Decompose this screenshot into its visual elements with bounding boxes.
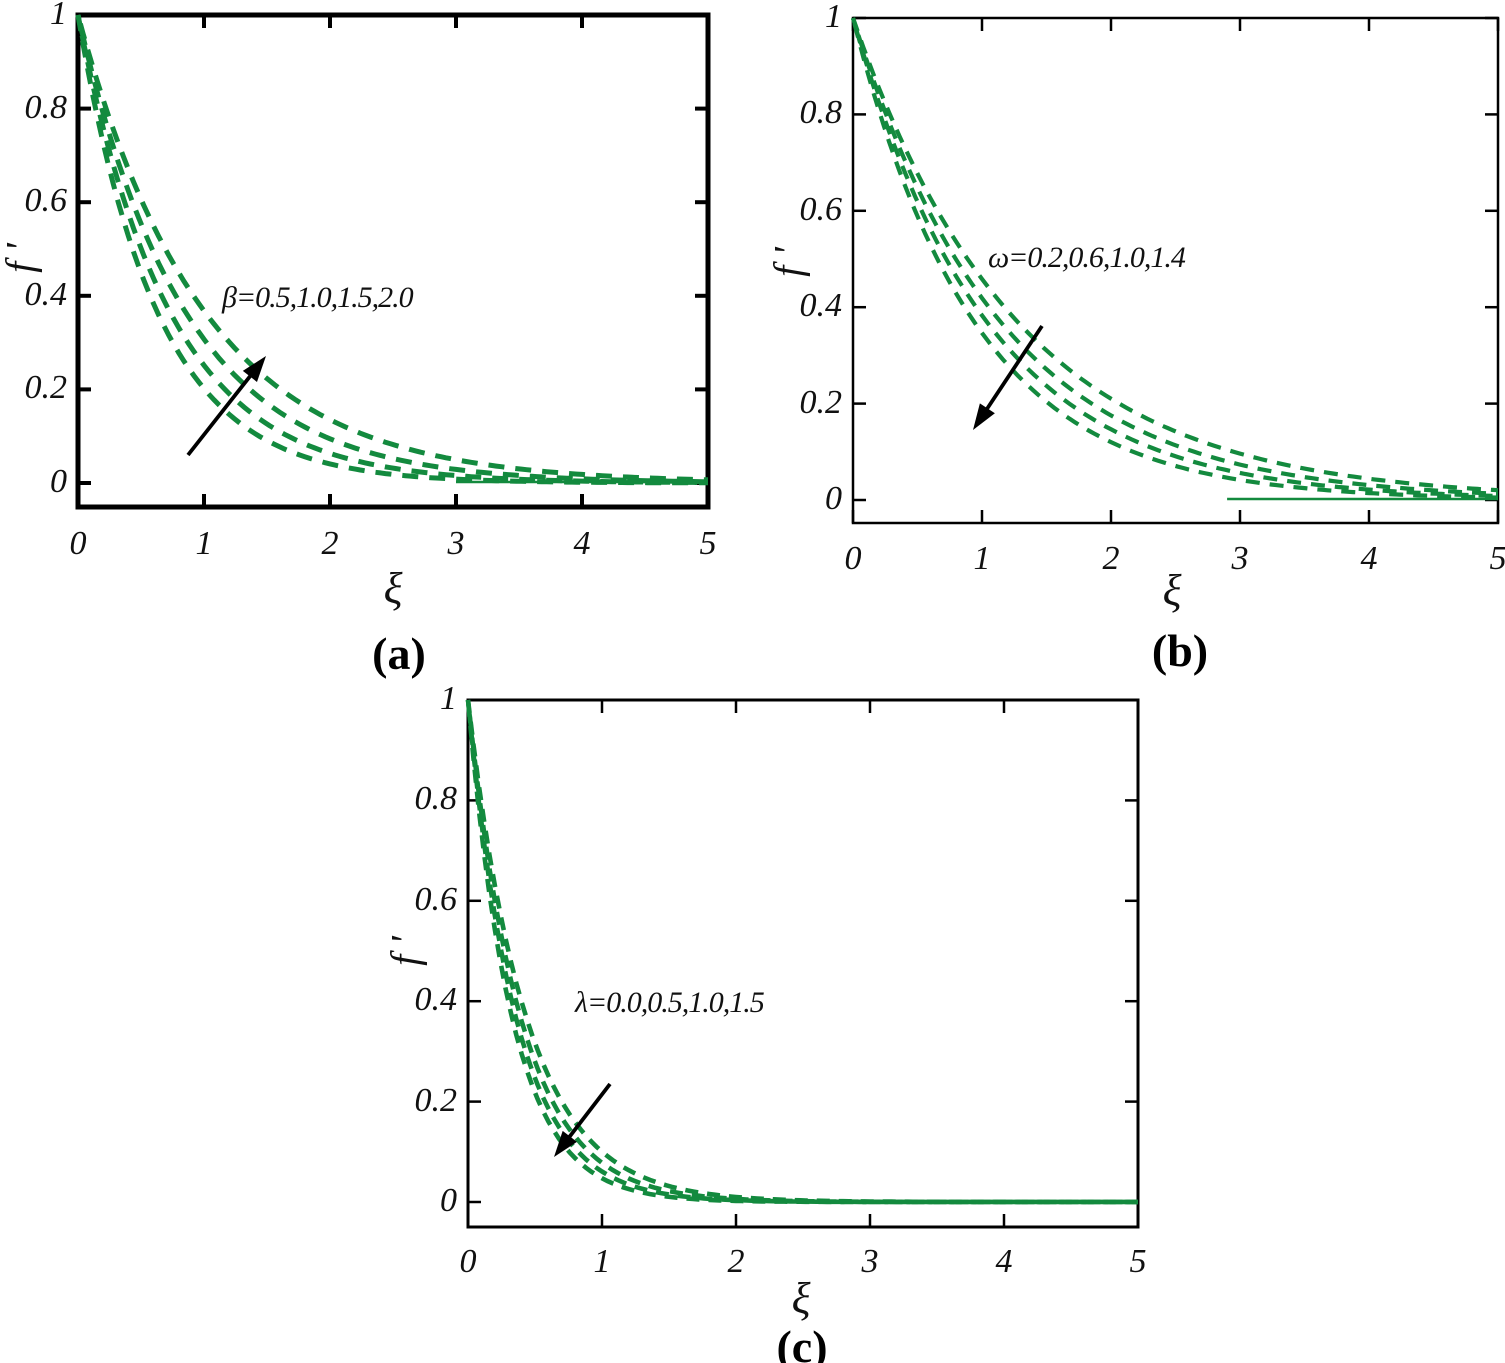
y-axis-label: f ': [382, 936, 428, 966]
parameter-annotation: ω=0.2,0.6,1.0,1.4: [988, 241, 1186, 274]
y-tick-label: 0.2: [799, 383, 843, 421]
y-axis-label: f ': [765, 247, 811, 277]
y-tick-label: 0: [50, 463, 67, 500]
x-axis-label: ξ: [791, 1274, 811, 1323]
trend-arrow-head: [554, 1130, 577, 1157]
x-tick-label: 2: [727, 1243, 745, 1280]
parameter-annotation: β=0.5,1.0,1.5,2.0: [222, 281, 414, 314]
curve-ω=1.0: [850, 17, 1499, 499]
subplot-b: f ' ω=0.2,0.6,1.0,1.4 ξ (b) 0 1 2 3 4 5 0 0.2 0.…: [755, 0, 1505, 690]
curve-ω=0.6: [850, 17, 1499, 496]
curve-λ=1.5: [465, 699, 1138, 1205]
trend-arrow-head: [973, 403, 995, 430]
x-tick-label: 0: [844, 540, 862, 577]
x-tick-label: 4: [995, 1243, 1013, 1280]
subplot-a: f ' β=0.5,1.0,1.5,2.0 ξ (a) 0 1 2 3 4 5 0 0.2 0.…: [0, 0, 750, 690]
parameter-annotation: λ=0.0,0.5,1.0,1.5: [575, 986, 765, 1019]
trend-arrow-shaft: [186, 368, 257, 457]
x-tick-label: 2: [321, 525, 339, 562]
y-tick-label: 0.4: [24, 275, 68, 313]
y-tick-label: 0.8: [414, 780, 458, 818]
y-tick-label: 0.6: [414, 880, 458, 918]
y-tick-label: 0: [825, 480, 842, 517]
y-tick-label: 0.8: [24, 88, 68, 126]
y-tick-label: 0.4: [414, 981, 458, 1019]
x-tick-label: 1: [593, 1243, 611, 1280]
y-tick-label: 0.2: [24, 369, 68, 407]
x-tick-label: 3: [447, 525, 465, 562]
y-tick-label: 1: [50, 0, 67, 32]
x-tick-label: 2: [1102, 540, 1120, 577]
y-tick-label: 0.6: [24, 182, 68, 220]
plot-area-c: [465, 698, 1140, 1229]
y-tick-label: 0.6: [799, 190, 843, 228]
curve-ω=1.4: [850, 17, 1499, 500]
curve-ω=0.2: [851, 17, 1499, 493]
plot-frame: [75, 12, 711, 510]
curve-β=0.5: [75, 14, 708, 486]
plot-area-b: [850, 16, 1500, 525]
x-tick-label: 1: [195, 525, 213, 562]
curve-β=2.0: [75, 14, 709, 483]
y-tick-label: 0.2: [414, 1081, 458, 1119]
x-tick-label: 4: [573, 525, 591, 562]
x-axis-label: ξ: [383, 564, 403, 613]
x-tick-label: 0: [459, 1243, 477, 1280]
curve-β=1.5: [75, 14, 708, 485]
y-axis-label: f ': [0, 243, 43, 273]
y-tick-label: 0.4: [799, 287, 843, 325]
curve-λ=0.5: [465, 699, 1138, 1205]
x-tick-label: 5: [1489, 540, 1505, 577]
subplot-c: f ' λ=0.0,0.5,1.0,1.5 ξ (c) 0 1 2 3 4 5 0 0.2 0.…: [380, 680, 1150, 1363]
x-tick-label: 1: [973, 540, 991, 577]
plot-area-a: [75, 12, 711, 510]
y-tick-label: 1: [440, 680, 457, 717]
subplot-caption: (b): [1151, 625, 1209, 676]
x-tick-label: 4: [1360, 540, 1378, 577]
y-tick-label: 1: [825, 0, 842, 35]
curve-β=1.0: [75, 14, 708, 485]
y-tick-label: 0: [440, 1182, 457, 1219]
plot-frame: [851, 16, 1500, 525]
trend-arrow-head: [242, 356, 266, 382]
subplot-caption: (a): [372, 628, 426, 679]
trend-arrow-shaft: [563, 1082, 612, 1144]
x-axis-label: ξ: [1162, 566, 1182, 615]
x-tick-label: 0: [69, 525, 87, 562]
curve-λ=1.0: [465, 699, 1138, 1205]
y-tick-label: 0.8: [799, 94, 843, 132]
plot-frame: [466, 698, 1140, 1229]
subplot-caption: (c): [776, 1321, 828, 1363]
x-tick-label: 3: [861, 1243, 879, 1280]
x-tick-label: 3: [1231, 540, 1249, 577]
x-tick-label: 5: [699, 525, 717, 562]
trend-arrow-shaft: [981, 324, 1044, 417]
x-tick-label: 5: [1129, 1243, 1147, 1280]
